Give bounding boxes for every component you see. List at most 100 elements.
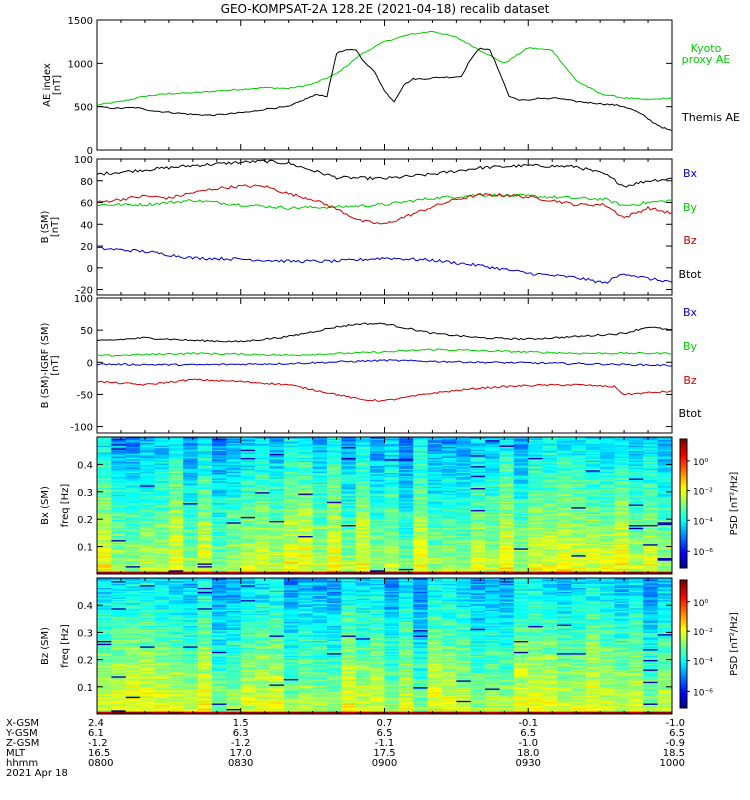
spectrogram-cell xyxy=(413,547,429,550)
spectrogram-cell xyxy=(542,467,558,469)
spectrogram-cell xyxy=(614,543,630,546)
spectrogram-cell xyxy=(183,545,199,547)
spectrogram-cell xyxy=(154,598,170,601)
spectrogram-cell xyxy=(97,438,112,441)
spectrogram-cell xyxy=(111,673,127,675)
spectrogram-cell xyxy=(327,571,342,574)
spectrogram-cell xyxy=(499,471,515,474)
spectrogram-cell xyxy=(125,543,141,546)
spectrogram-cell xyxy=(614,565,630,568)
spectrogram-cell xyxy=(628,550,644,553)
spectrogram-cell xyxy=(125,515,141,517)
spectrogram-cell xyxy=(485,469,500,472)
spectrogram-cell xyxy=(557,524,572,527)
spectrogram-cell xyxy=(370,489,385,491)
spectrogram-cell xyxy=(197,501,213,504)
spectrogram-cell xyxy=(628,510,644,513)
spectrogram-cell xyxy=(154,554,170,557)
spectrogram-cell xyxy=(125,439,141,442)
spectrogram-cell xyxy=(398,489,414,491)
spectrogram-cell xyxy=(168,480,184,483)
spectrogram-cell xyxy=(168,494,184,497)
spectrogram-cell xyxy=(427,561,443,564)
spectrogram-cell xyxy=(427,516,443,519)
spectrogram-cell xyxy=(643,530,659,532)
spectrogram-cell xyxy=(140,652,155,655)
spectrogram-cell xyxy=(183,532,199,535)
spectrogram-cell xyxy=(226,442,242,445)
spectrogram-cell xyxy=(485,567,500,569)
spectrogram-cell xyxy=(240,460,256,463)
spectrogram-cell xyxy=(542,456,558,458)
spectrogram-cell xyxy=(513,506,529,509)
spectrogram-cell xyxy=(226,501,242,504)
spectrogram-cell xyxy=(312,502,328,505)
spectrogram-cell xyxy=(183,688,199,690)
spectrogram-cell xyxy=(413,571,429,574)
spectrogram-cell xyxy=(97,519,112,521)
spectrogram-cell xyxy=(470,467,486,469)
spectrogram-cell xyxy=(513,454,529,457)
spectrogram-cell xyxy=(140,592,155,595)
spectrogram-cell xyxy=(183,696,199,699)
spectrogram-cell xyxy=(183,502,199,505)
spectrogram-cell xyxy=(571,567,587,569)
legend-label: Bx xyxy=(683,306,698,319)
colorbar-tick-label: 10⁻⁴ xyxy=(693,517,713,527)
spectrogram-cell xyxy=(341,516,357,519)
spectrogram-cell xyxy=(456,454,472,457)
spectrogram-cell xyxy=(298,482,314,484)
spectrogram-cell xyxy=(542,442,558,445)
spectrogram-cell xyxy=(528,480,544,483)
spectrogram-cell xyxy=(312,560,328,563)
spectrogram-cell xyxy=(154,549,170,552)
spectrogram-cell xyxy=(456,487,472,490)
spectrogram-cell xyxy=(125,648,141,651)
spectrogram-cell xyxy=(341,524,357,527)
spectrogram-cell xyxy=(557,521,572,524)
spectrogram-cell xyxy=(442,565,457,568)
spectrogram-cell xyxy=(269,465,285,468)
spectrogram-cell xyxy=(226,556,242,558)
spectrogram-cell xyxy=(312,567,328,569)
spectrogram-cell xyxy=(384,558,400,561)
spectrogram-cell xyxy=(341,537,357,539)
spectrogram-cell xyxy=(140,669,155,671)
spectrogram-cell xyxy=(154,564,170,567)
spectrogram-cell xyxy=(154,639,170,641)
spectrogram-cell xyxy=(97,532,112,535)
spectrogram-cell xyxy=(327,491,342,494)
spectrogram-cell xyxy=(298,483,314,486)
spectrogram-cell xyxy=(614,508,630,511)
spectrogram-cell xyxy=(600,517,615,520)
spectrogram-cell xyxy=(327,464,342,467)
spectrogram-cell xyxy=(585,563,601,565)
spectrogram-cell xyxy=(154,614,170,617)
spectrogram-cell xyxy=(298,469,314,472)
spectrogram-cell xyxy=(384,486,400,489)
spectrogram-cell xyxy=(298,567,314,569)
spectrogram-cell xyxy=(327,569,342,572)
spectrogram-cell xyxy=(341,445,357,447)
spectrogram-cell xyxy=(327,450,342,453)
spectrogram-cell xyxy=(111,602,127,605)
spectrogram-cell xyxy=(111,517,127,520)
spectrogram-cell xyxy=(240,498,256,501)
spectrogram-cell xyxy=(269,483,285,486)
spectrogram-cell xyxy=(312,439,328,442)
spectrogram-cell xyxy=(600,486,615,489)
spectrogram-cell xyxy=(614,480,630,483)
spectrogram-cell xyxy=(111,512,127,515)
spectrogram-cell xyxy=(327,563,342,565)
spectrogram-cell xyxy=(125,483,141,486)
spectrogram-cell xyxy=(168,531,184,534)
spectrogram-cell xyxy=(427,557,443,560)
spectrogram-cell xyxy=(341,567,357,569)
spectrogram-cell xyxy=(499,527,515,530)
spectrogram-cell xyxy=(111,519,127,521)
spectrogram-cell xyxy=(470,487,486,490)
spectrogram-cell xyxy=(140,680,155,682)
spectrogram-cell xyxy=(355,510,371,513)
spectrogram-cell xyxy=(600,557,615,560)
spectrogram-cell xyxy=(312,480,328,483)
